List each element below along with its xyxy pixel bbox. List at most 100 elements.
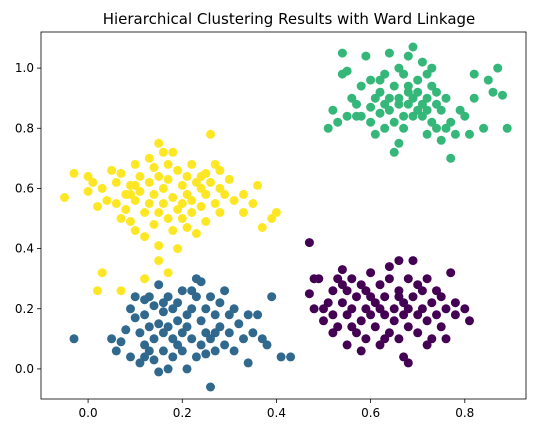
- data-point: [149, 334, 159, 344]
- data-point: [370, 298, 380, 308]
- data-point: [427, 81, 437, 91]
- data-point: [450, 129, 460, 139]
- data-point: [163, 364, 173, 374]
- data-point: [187, 196, 197, 205]
- data-point: [366, 268, 376, 278]
- data-point: [97, 183, 107, 193]
- data-point: [215, 165, 225, 175]
- data-point: [408, 42, 418, 52]
- data-point: [107, 334, 117, 344]
- data-point: [182, 171, 192, 181]
- data-point: [469, 69, 479, 79]
- data-point: [441, 334, 451, 344]
- data-point: [465, 316, 474, 326]
- data-point: [210, 328, 220, 338]
- data-point: [111, 346, 121, 356]
- data-point: [483, 75, 493, 85]
- data-point: [479, 123, 489, 133]
- data-point: [210, 310, 220, 320]
- data-point: [375, 75, 385, 85]
- data-point: [177, 180, 187, 190]
- data-point: [413, 280, 423, 290]
- data-point: [201, 189, 211, 199]
- data-point: [328, 328, 338, 338]
- data-point: [234, 319, 244, 329]
- data-point: [149, 301, 159, 311]
- data-point: [154, 367, 164, 377]
- data-point: [257, 334, 267, 344]
- data-point: [187, 159, 197, 169]
- data-point: [163, 174, 173, 184]
- data-point: [168, 352, 178, 362]
- data-point: [210, 199, 220, 208]
- data-point: [248, 328, 258, 338]
- data-point: [154, 280, 164, 290]
- data-point: [154, 171, 164, 181]
- data-point: [328, 286, 338, 296]
- data-point: [394, 334, 404, 344]
- data-point: [224, 310, 234, 320]
- data-point: [182, 189, 192, 199]
- data-point: [201, 349, 211, 359]
- data-point: [375, 87, 385, 97]
- data-point: [173, 340, 183, 350]
- data-point: [422, 340, 432, 350]
- data-point: [413, 87, 423, 97]
- data-point: [220, 189, 230, 199]
- data-point: [144, 292, 154, 302]
- data-point: [441, 93, 451, 103]
- data-point: [154, 208, 164, 217]
- data-point: [121, 205, 131, 214]
- data-point: [469, 93, 479, 103]
- data-point: [441, 304, 451, 314]
- data-point: [93, 286, 102, 296]
- data-point: [333, 322, 343, 332]
- data-point: [229, 304, 239, 314]
- data-point: [389, 316, 399, 326]
- data-point: [403, 81, 413, 91]
- x-tick-label: 0.6: [361, 406, 380, 420]
- data-point: [427, 63, 437, 73]
- data-point: [239, 334, 248, 344]
- data-point: [262, 340, 272, 350]
- data-point: [239, 208, 248, 217]
- data-point: [191, 229, 201, 238]
- data-point: [337, 280, 347, 290]
- data-point: [356, 81, 366, 91]
- data-point: [173, 165, 183, 175]
- data-point: [488, 87, 498, 97]
- data-point: [196, 340, 206, 350]
- data-point: [427, 117, 437, 127]
- data-point: [229, 346, 239, 356]
- data-point: [126, 189, 135, 199]
- x-tick-label: 0.4: [267, 406, 286, 420]
- plot-area: [41, 32, 526, 399]
- data-point: [403, 51, 413, 61]
- data-point: [144, 177, 154, 187]
- data-point: [389, 117, 399, 127]
- data-point: [399, 123, 409, 133]
- data-point: [257, 223, 267, 232]
- data-point: [229, 196, 239, 205]
- data-point: [498, 90, 507, 100]
- data-point: [446, 268, 456, 278]
- y-tick-label: 0.2: [15, 302, 34, 316]
- data-point: [319, 316, 328, 326]
- data-point: [130, 226, 140, 235]
- data-point: [427, 334, 437, 344]
- data-point: [187, 304, 197, 314]
- data-point: [422, 105, 432, 115]
- data-point: [342, 340, 352, 350]
- data-point: [352, 292, 361, 302]
- data-point: [432, 310, 441, 320]
- data-point: [380, 334, 390, 344]
- data-point: [248, 199, 258, 208]
- data-point: [224, 174, 234, 184]
- data-point: [408, 256, 418, 266]
- x-axis: 0.0 0.2 0.4 0.6 0.8: [79, 399, 474, 420]
- data-point: [417, 304, 427, 314]
- y-tick-label: 0.6: [15, 181, 34, 195]
- data-point: [432, 286, 441, 296]
- x-tick-label: 0.8: [455, 406, 474, 420]
